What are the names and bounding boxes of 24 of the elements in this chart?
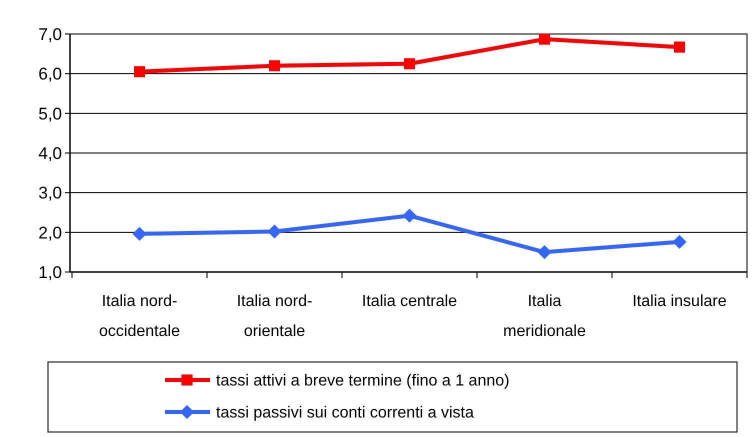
- point: [539, 34, 550, 45]
- y-tick-label: 3,0: [38, 184, 62, 203]
- x-tick-label: Italia nord-occidentale: [99, 293, 180, 340]
- x-tick-label: Italia meridionale: [503, 293, 586, 340]
- y-tick-label: 7,0: [38, 24, 62, 44]
- point: [269, 60, 280, 72]
- legend-label: tassi passivi sui conti correnti a vista: [216, 404, 474, 422]
- point: [132, 226, 146, 241]
- y-tick-label: 4,0: [38, 144, 62, 163]
- point: [402, 208, 416, 223]
- point: [134, 66, 145, 78]
- point: [404, 58, 415, 70]
- x-tick-label: Italia insulare: [632, 293, 727, 310]
- y-tick-label: 1,0: [38, 262, 62, 282]
- x-tick-label: Italia centrale: [362, 293, 458, 310]
- legend-label: tassi attivi a breve termine (fino a 1 anno): [216, 372, 510, 390]
- y-tick-label: 5,0: [38, 104, 62, 124]
- x-tick-label: Italia nord-orientale: [236, 293, 312, 340]
- point: [268, 224, 282, 239]
- y-tick-label: 6,0: [38, 64, 62, 84]
- y-tick-label: 2,0: [38, 223, 62, 242]
- point: [672, 234, 686, 249]
- point: [674, 42, 685, 53]
- point: [538, 245, 552, 260]
